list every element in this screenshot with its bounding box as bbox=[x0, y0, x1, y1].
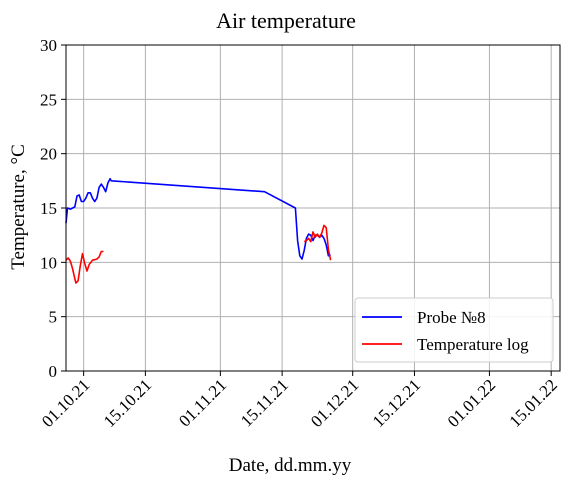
series-layer bbox=[65, 177, 332, 284]
series-line-probe-8 bbox=[65, 177, 331, 260]
x-tick-label: 01.11.21 bbox=[175, 375, 230, 430]
y-tick-label: 20 bbox=[40, 145, 57, 164]
y-tick-label: 10 bbox=[40, 253, 57, 272]
y-axis-title: Temperature, °C bbox=[8, 144, 29, 270]
series-line-temperature-log bbox=[65, 250, 104, 284]
legend-box bbox=[354, 297, 554, 363]
y-tick-label: 0 bbox=[49, 362, 58, 381]
x-tick-label: 15.12.21 bbox=[369, 375, 425, 431]
chart-title: Air temperature bbox=[216, 8, 356, 33]
y-tick-label: 15 bbox=[40, 199, 57, 218]
x-axis: 01.10.21 15.10.21 01.11.21 15.11.21 01.12.21… bbox=[38, 371, 561, 431]
series-line-temperature-log bbox=[303, 224, 332, 261]
x-tick-label: 15.01.22 bbox=[505, 375, 561, 431]
legend-label: Temperature log bbox=[417, 335, 529, 354]
x-tick-label: 15.11.21 bbox=[237, 375, 292, 430]
x-tick-label: 01.12.21 bbox=[307, 375, 363, 431]
y-tick-label: 30 bbox=[40, 36, 57, 55]
y-tick-label: 25 bbox=[40, 90, 57, 109]
legend-label: Probe №8 bbox=[417, 308, 486, 327]
x-tick-label: 01.01.22 bbox=[444, 375, 500, 431]
legend: Probe №8 Temperature log bbox=[354, 297, 554, 363]
y-axis: 0 5 10 15 20 25 30 bbox=[40, 36, 66, 381]
x-tick-label: 01.10.21 bbox=[38, 375, 94, 431]
y-tick-label: 5 bbox=[49, 308, 58, 327]
x-tick-label: 15.10.21 bbox=[100, 375, 156, 431]
x-axis-title: Date, dd.mm.yy bbox=[229, 455, 352, 476]
